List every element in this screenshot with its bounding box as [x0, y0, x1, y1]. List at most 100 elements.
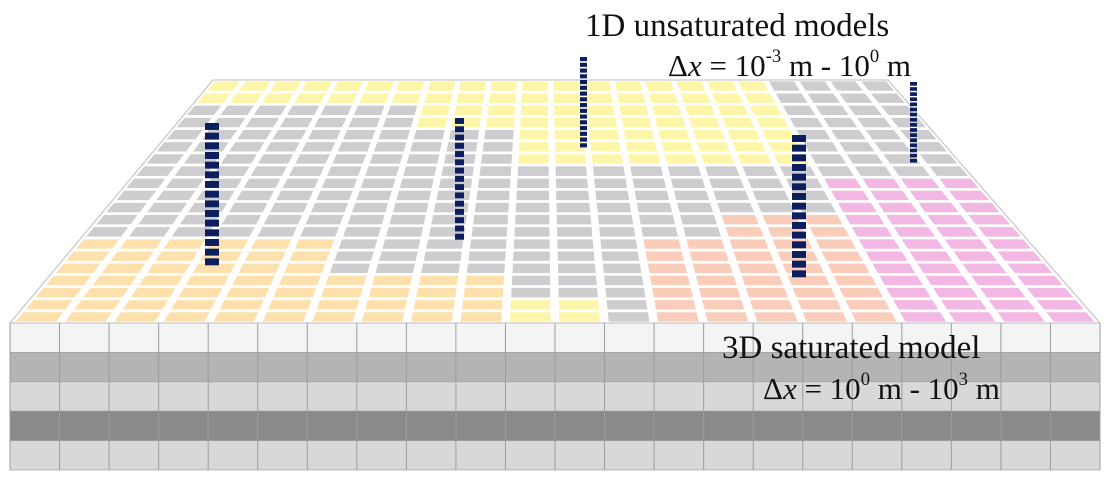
surface-cell [486, 104, 517, 116]
surface-cell [618, 104, 650, 116]
surface-cell [419, 104, 451, 116]
surface-cell [660, 141, 695, 153]
surface-cell [806, 92, 842, 104]
surface-cell [341, 129, 377, 141]
surface-cell [666, 165, 703, 177]
surface-cell [947, 189, 991, 201]
column-segment [580, 143, 587, 148]
surface-cell [742, 92, 777, 104]
surface-cell [515, 189, 550, 201]
surface-cell [44, 274, 93, 286]
surface-cell [884, 214, 928, 226]
surface-cell [622, 129, 656, 141]
surface-cell [517, 153, 550, 165]
surface-cell [802, 141, 840, 153]
surface-cell [412, 299, 456, 311]
surface-cell [109, 250, 156, 262]
surface-cell [1005, 262, 1054, 274]
column-segment [455, 142, 464, 149]
surface-cell [162, 238, 207, 250]
surface-cell [726, 129, 762, 141]
column-segment [455, 208, 464, 215]
surface-cell [631, 177, 668, 189]
surface-cell [756, 202, 797, 214]
surface-cell [791, 287, 837, 299]
column-segment [792, 270, 806, 278]
surface-cell [649, 274, 692, 286]
surface-grid [8, 79, 1102, 324]
column-segment [205, 171, 219, 179]
surface-cell [235, 129, 274, 141]
unsaturated-models-label: 1D unsaturated models [585, 10, 889, 43]
saturated-title: 3D saturated model [722, 330, 981, 366]
saturated-resolution-label: Δx = 100 m - 103 m [763, 370, 1000, 406]
exponent-max: 3 [958, 369, 968, 391]
surface-cell [455, 92, 486, 104]
surface-cell [292, 92, 327, 104]
surface-cell [846, 104, 884, 116]
surface-cell [996, 311, 1047, 323]
surface-cell [236, 80, 273, 92]
surface-cell [293, 153, 332, 165]
surface-cell [263, 141, 302, 153]
surface-cell [285, 104, 321, 116]
surface-cell [300, 141, 337, 153]
surface-cell [556, 238, 595, 250]
surface-cell [614, 80, 644, 92]
surface-cell [331, 153, 368, 165]
surface-cell [829, 80, 865, 92]
column-segment [910, 143, 917, 148]
surface-cell [249, 165, 289, 177]
surface-cell [638, 214, 677, 226]
surface-cell [74, 238, 121, 250]
surface-cell [205, 80, 242, 92]
surface-cell [63, 311, 114, 323]
column-segment [455, 126, 464, 133]
surface-cell [462, 287, 505, 299]
surface-cell [337, 238, 379, 250]
surface-cell [243, 250, 288, 262]
surface-cell [908, 250, 954, 262]
surface-cell [712, 189, 751, 201]
unsaturated-column [580, 57, 587, 148]
surface-cell [899, 177, 942, 189]
surface-cell [557, 299, 600, 311]
unit-text: m [967, 371, 1000, 406]
column-segment [455, 192, 464, 199]
column-segment [792, 222, 806, 229]
surface-cell [394, 80, 426, 92]
surface-cell [813, 104, 851, 116]
surface-cell [869, 92, 907, 104]
surface-cell [423, 92, 454, 104]
surface-cell [554, 165, 588, 177]
surface-cell [754, 117, 790, 129]
surface-cell [90, 274, 139, 286]
surface-cell [266, 299, 313, 311]
column-segment [792, 251, 806, 258]
surface-cell [676, 202, 715, 214]
surface-cell [514, 202, 551, 214]
surface-cell [960, 262, 1009, 274]
surface-cell [461, 299, 504, 311]
column-segment [792, 241, 806, 249]
surface-cell [557, 274, 598, 286]
surface-cell [518, 141, 550, 153]
surface-cell [837, 141, 877, 153]
column-segment [580, 120, 587, 125]
surface-cell [325, 92, 359, 104]
surface-cell [814, 238, 858, 250]
surface-cell [798, 80, 833, 92]
surface-cell [410, 311, 455, 323]
column-segment [455, 200, 464, 207]
surface-cell [801, 311, 849, 323]
column-segment [205, 181, 219, 188]
surface-cell [386, 104, 419, 116]
surface-cell [687, 117, 722, 129]
surface-cell [94, 214, 140, 226]
column-segment [580, 137, 587, 142]
surface-cell [629, 165, 665, 177]
column-segment [792, 154, 806, 162]
surface-cell [512, 238, 551, 250]
surface-cell [878, 274, 925, 286]
surface-cell [585, 104, 616, 116]
